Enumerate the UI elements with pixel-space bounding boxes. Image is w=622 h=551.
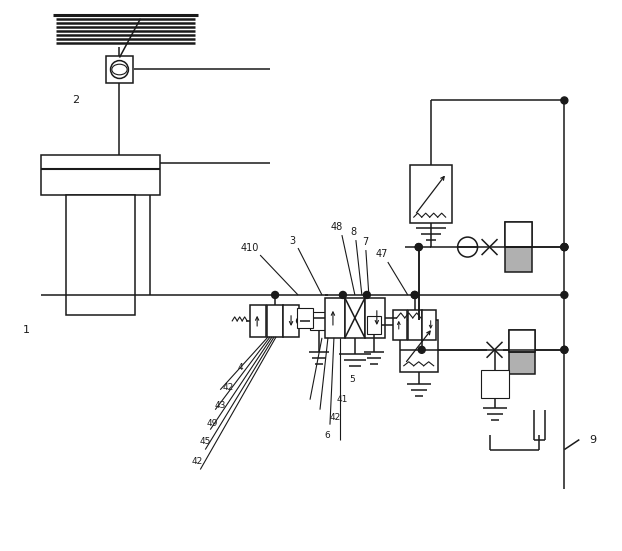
Text: 41: 41 xyxy=(337,395,348,404)
Bar xyxy=(400,320,438,372)
Circle shape xyxy=(415,244,422,251)
Bar xyxy=(422,310,435,340)
Circle shape xyxy=(411,291,418,299)
Bar xyxy=(267,305,283,337)
Bar xyxy=(410,165,452,223)
Bar xyxy=(345,298,365,338)
Circle shape xyxy=(297,317,304,325)
Text: 3: 3 xyxy=(289,236,295,246)
Bar xyxy=(297,308,313,328)
Text: 6: 6 xyxy=(324,431,330,440)
Circle shape xyxy=(418,347,425,353)
Bar xyxy=(509,330,536,374)
Text: 43: 43 xyxy=(215,401,226,410)
Bar xyxy=(283,305,299,337)
Circle shape xyxy=(561,97,568,104)
Bar xyxy=(325,298,345,338)
Bar xyxy=(106,56,134,84)
Text: 7: 7 xyxy=(362,237,368,247)
Circle shape xyxy=(415,244,422,251)
Text: 5: 5 xyxy=(349,375,355,384)
Bar xyxy=(367,316,381,334)
Bar xyxy=(365,298,385,338)
Circle shape xyxy=(458,237,478,257)
Circle shape xyxy=(363,291,370,299)
Bar xyxy=(481,370,509,398)
Text: 47: 47 xyxy=(376,249,388,259)
Circle shape xyxy=(411,291,418,299)
Circle shape xyxy=(561,347,568,353)
Circle shape xyxy=(561,244,568,251)
Text: 45: 45 xyxy=(200,437,211,446)
Circle shape xyxy=(561,291,568,299)
Circle shape xyxy=(340,291,346,299)
Bar xyxy=(250,305,266,337)
Bar xyxy=(504,222,532,272)
Ellipse shape xyxy=(112,64,127,75)
Bar xyxy=(310,312,328,330)
Circle shape xyxy=(561,244,568,251)
Circle shape xyxy=(561,347,568,353)
Circle shape xyxy=(272,291,279,299)
Text: 42: 42 xyxy=(223,383,234,392)
Bar xyxy=(65,195,136,315)
Text: 2: 2 xyxy=(73,95,80,105)
Bar xyxy=(504,222,532,247)
Bar xyxy=(393,310,407,340)
Text: 49: 49 xyxy=(207,419,218,428)
Text: 42: 42 xyxy=(329,413,341,422)
Text: 42: 42 xyxy=(192,457,203,466)
Bar xyxy=(408,310,422,340)
Bar xyxy=(40,155,160,195)
Circle shape xyxy=(561,244,568,251)
Circle shape xyxy=(111,61,128,78)
Text: 4: 4 xyxy=(238,363,243,372)
Bar xyxy=(509,330,536,352)
Text: 9: 9 xyxy=(589,435,596,445)
Text: 8: 8 xyxy=(351,227,357,237)
Text: 48: 48 xyxy=(331,222,343,232)
Text: 1: 1 xyxy=(23,325,30,335)
Text: 410: 410 xyxy=(241,243,259,253)
